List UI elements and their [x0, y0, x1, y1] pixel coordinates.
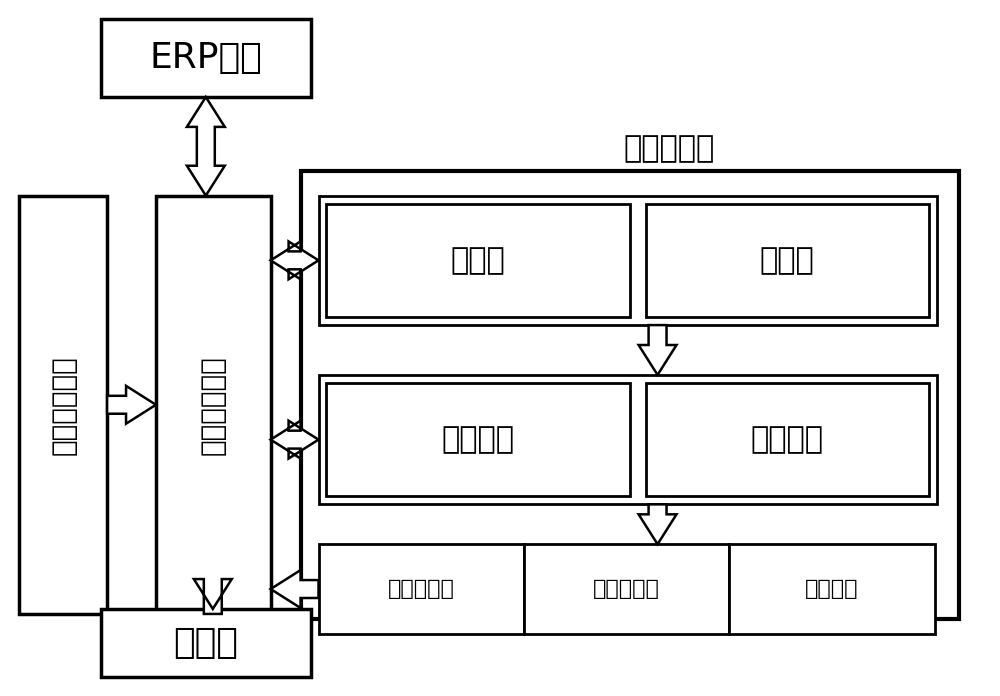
Text: ERP系统: ERP系统 [149, 41, 262, 75]
Polygon shape [187, 97, 225, 196]
Text: 订单编制: 订单编制 [442, 425, 515, 454]
Text: 实时监控系统: 实时监控系统 [49, 355, 77, 454]
Bar [301, 171, 959, 619]
Polygon shape [639, 325, 677, 375]
Polygon shape [271, 570, 319, 608]
Text: 数据库服务器: 数据库服务器 [199, 355, 227, 454]
Polygon shape [194, 579, 232, 614]
Text: 生产时刻表: 生产时刻表 [593, 579, 660, 599]
Text: 应用服务器: 应用服务器 [624, 134, 715, 164]
Bar [101, 609, 311, 677]
Text: 调度日志: 调度日志 [805, 579, 859, 599]
Bar [319, 544, 524, 634]
Polygon shape [639, 505, 677, 544]
Bar [524, 544, 729, 634]
Text: 算法库: 算法库 [451, 246, 505, 275]
Bar [326, 203, 630, 317]
Bar [729, 544, 935, 634]
Bar [646, 203, 929, 317]
Bar [19, 196, 107, 614]
Bar [156, 196, 271, 614]
Bar [319, 375, 937, 505]
Bar [646, 383, 929, 496]
Bar [326, 383, 630, 496]
Polygon shape [107, 386, 156, 424]
Polygon shape [271, 242, 319, 279]
Text: 浇次计划表: 浇次计划表 [388, 579, 455, 599]
Bar [101, 19, 311, 97]
Text: 规则库: 规则库 [760, 246, 815, 275]
Bar [319, 196, 937, 325]
Text: 实时调度: 实时调度 [751, 425, 824, 454]
Text: 客户端: 客户端 [173, 626, 238, 660]
Polygon shape [271, 420, 319, 459]
